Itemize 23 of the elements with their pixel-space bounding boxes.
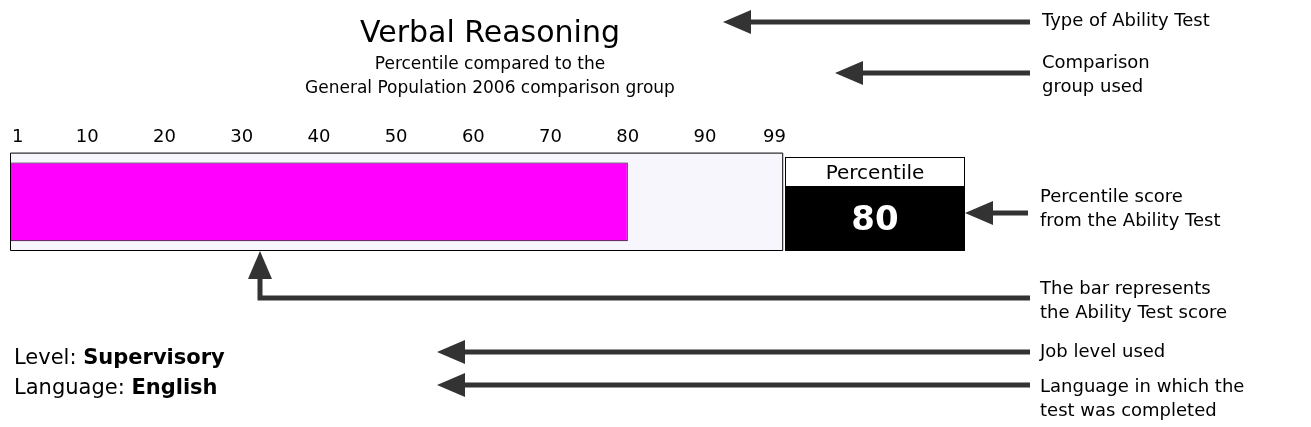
text: Type of Ability Test <box>1042 8 1210 32</box>
x-tick-label: 10 <box>75 125 99 147</box>
x-tick-label: 50 <box>384 125 408 147</box>
x-tick-label: 20 <box>152 125 176 147</box>
x-tick-label: 60 <box>461 125 485 147</box>
x-tick-label: 90 <box>693 125 717 147</box>
text: 80 <box>786 186 964 250</box>
text: The bar represents the Ability Test score <box>1040 276 1227 325</box>
text: Level: Supervisory <box>14 344 225 371</box>
x-tick-label: 1 <box>12 125 24 147</box>
chart-subtitle: Percentile compared to the General Population 2006 comparison group <box>304 52 676 99</box>
text: Language in which the test was completed <box>1040 374 1245 423</box>
text: Language: English <box>14 374 218 401</box>
x-tick-label: 70 <box>539 125 563 147</box>
x-tick-label: 30 <box>230 125 254 147</box>
text: Percentile <box>786 158 964 186</box>
text: Percentile score from the Ability Test <box>1040 184 1221 233</box>
x-tick-label: 40 <box>307 125 331 147</box>
text: Job level used <box>1040 339 1166 363</box>
x-tick-label: 80 <box>616 125 640 147</box>
chart-title: Verbal Reasoning <box>359 13 621 51</box>
x-tick-label: 99 <box>763 125 786 147</box>
text: Comparison group used <box>1042 50 1150 99</box>
